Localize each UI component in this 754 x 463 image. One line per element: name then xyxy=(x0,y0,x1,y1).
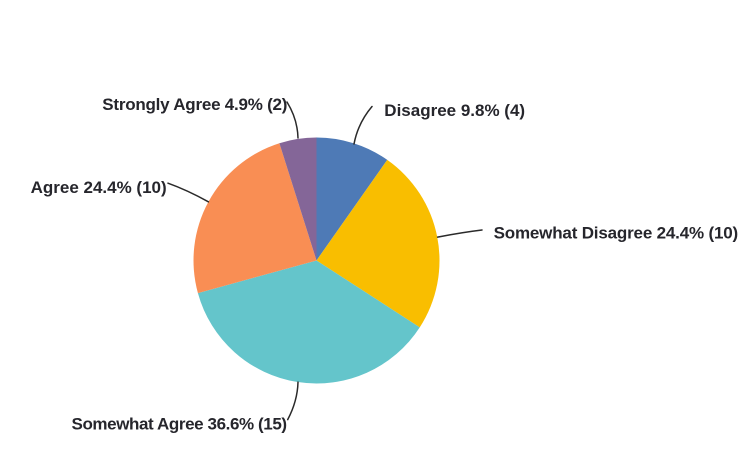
svg-text:Agree 24.4% (10): Agree 24.4% (10) xyxy=(31,178,167,197)
svg-text:Somewhat Agree 36.6% (15): Somewhat Agree 36.6% (15) xyxy=(72,415,287,434)
svg-text:Strongly Agree 4.9% (2): Strongly Agree 4.9% (2) xyxy=(102,95,287,114)
svg-text:Somewhat Disagree 24.4% (10): Somewhat Disagree 24.4% (10) xyxy=(494,224,738,243)
svg-text:Disagree 9.8% (4): Disagree 9.8% (4) xyxy=(384,101,525,120)
